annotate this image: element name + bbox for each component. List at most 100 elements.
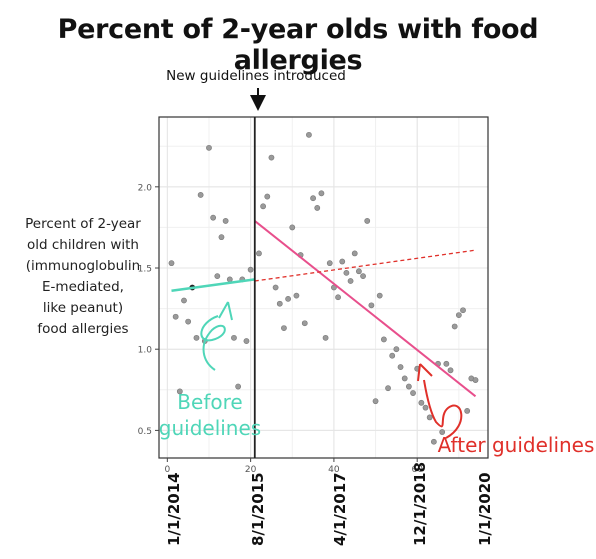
data-point xyxy=(397,364,404,370)
y-axis-label-line: like peanut) xyxy=(42,300,124,316)
data-point xyxy=(235,383,242,390)
data-point xyxy=(276,300,283,307)
data-point xyxy=(326,260,333,267)
data-point xyxy=(389,352,396,359)
data-point xyxy=(310,195,316,202)
data-point xyxy=(256,250,262,257)
intervention-label: New guidelines introduced xyxy=(166,68,346,84)
data-point xyxy=(418,399,425,406)
data-point xyxy=(401,375,408,382)
date-label: 1/1/2014 xyxy=(165,472,183,546)
data-point xyxy=(410,390,416,396)
data-point xyxy=(210,214,217,221)
data-point xyxy=(306,131,312,138)
data-point xyxy=(447,367,454,374)
y-tick-label: 2.0 xyxy=(138,183,153,193)
data-point xyxy=(172,313,179,320)
data-point xyxy=(368,302,375,309)
data-point xyxy=(393,346,400,353)
data-point xyxy=(364,218,371,224)
trend-lines xyxy=(171,117,477,458)
before-label: Before xyxy=(177,390,242,414)
data-point xyxy=(343,269,350,276)
x-tick-label: 40 xyxy=(328,465,340,475)
data-point xyxy=(460,307,466,314)
data-point xyxy=(422,404,429,411)
data-point xyxy=(380,336,387,343)
data-point xyxy=(455,312,462,319)
date-label: 12/1/2018 xyxy=(411,461,429,546)
data-point xyxy=(243,338,250,344)
data-point xyxy=(355,268,362,275)
y-axis-label-line: E-mediated, xyxy=(42,279,124,295)
data-point xyxy=(301,320,308,327)
data-point xyxy=(197,192,204,198)
data-point xyxy=(264,193,271,200)
x-tick-label: 20 xyxy=(245,465,257,475)
after-annotation-arrowhead xyxy=(417,363,433,382)
data-point xyxy=(464,408,471,414)
date-label: 8/1/2015 xyxy=(249,472,267,546)
axis-ticks: 0.5 1.0 1.5 2.0 0 20 40 60 xyxy=(138,183,424,475)
data-point xyxy=(226,276,233,283)
y-axis-label-line: (immunoglobulin xyxy=(25,258,141,274)
data-point xyxy=(451,323,458,330)
date-label: 1/1/2020 xyxy=(476,472,494,546)
data-point xyxy=(214,273,221,280)
data-point xyxy=(443,360,450,367)
y-axis-label-line: old children with xyxy=(27,237,139,253)
counterfactual-trend-line xyxy=(254,249,476,282)
data-point xyxy=(426,414,433,421)
data-point xyxy=(335,294,341,301)
data-point xyxy=(222,218,229,224)
after-annotation-curve xyxy=(423,379,463,439)
data-point xyxy=(405,383,412,390)
y-axis-label-line: Percent of 2-year xyxy=(25,216,141,232)
y-axis-label: Percent of 2-year old children with (imm… xyxy=(8,214,158,340)
y-tick-label: 0.5 xyxy=(138,427,152,437)
data-point xyxy=(430,438,437,445)
data-point xyxy=(218,234,225,241)
data-point xyxy=(360,273,366,280)
after-trend-line xyxy=(254,220,477,398)
data-point xyxy=(439,429,446,435)
chart-title: Percent of 2-year olds with food allergi… xyxy=(57,14,539,76)
data-point xyxy=(247,266,254,273)
data-point xyxy=(281,325,287,331)
data-point xyxy=(285,295,292,302)
data-point xyxy=(268,154,275,161)
data-point xyxy=(472,377,479,383)
data-point xyxy=(176,388,183,395)
x-tick-label: 0 xyxy=(164,465,170,475)
data-point xyxy=(318,190,325,197)
data-point xyxy=(193,334,200,341)
date-label: 4/1/2017 xyxy=(331,472,349,546)
data-point xyxy=(289,224,296,231)
plot-panel xyxy=(158,116,489,459)
data-point xyxy=(260,203,267,210)
data-point xyxy=(314,205,321,211)
y-tick-label: 1.0 xyxy=(138,346,153,356)
data-point xyxy=(372,398,379,405)
after-label: After guidelines xyxy=(438,433,595,457)
data-point xyxy=(168,260,175,267)
y-axis-label-line: food allergies xyxy=(37,321,129,337)
before-annotation-arrowhead xyxy=(218,301,233,321)
data-point xyxy=(376,292,383,299)
data-point xyxy=(385,385,391,392)
data-point xyxy=(206,144,212,151)
data-point xyxy=(351,250,358,257)
y-tick-label: 1.5 xyxy=(138,265,152,275)
data-point xyxy=(347,278,354,284)
data-point xyxy=(339,258,346,265)
data-point xyxy=(231,334,237,341)
before-annotation-curve xyxy=(200,315,226,371)
data-point xyxy=(185,318,192,325)
x-tick-label: 60 xyxy=(411,465,423,475)
data-point xyxy=(322,334,329,341)
data-point xyxy=(293,292,300,299)
before-trend-line xyxy=(171,278,255,293)
before-label: guidelines xyxy=(159,416,261,440)
data-point xyxy=(272,284,279,291)
